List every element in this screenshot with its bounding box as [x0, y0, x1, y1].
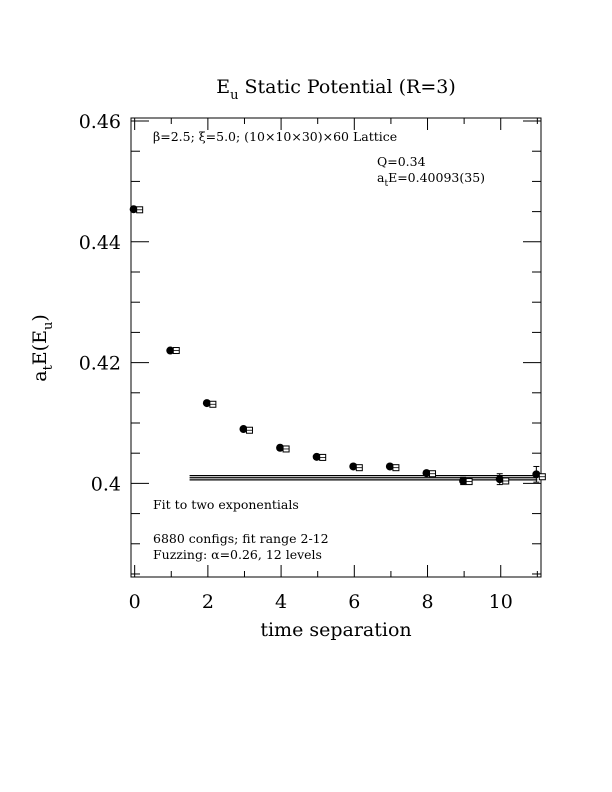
- x-tick-label: 6: [348, 591, 360, 613]
- data-point-circle: [312, 452, 321, 461]
- axis-ticks: [131, 118, 541, 577]
- y-tick-label: 0.4: [91, 473, 121, 495]
- y-tick-label: 0.46: [79, 111, 121, 133]
- data-point-circle: [166, 346, 175, 355]
- data-point-circle: [385, 462, 394, 471]
- data-point-circle: [459, 476, 468, 485]
- chart-title: Eu Static Potential (R=3): [216, 76, 456, 103]
- plot-frame: [130, 117, 542, 578]
- data-point-circle: [276, 443, 285, 452]
- data-point-circle: [495, 475, 504, 484]
- data-point-circle: [422, 469, 431, 478]
- x-tick-label: 0: [129, 591, 141, 613]
- x-axis-label: time separation: [260, 619, 411, 641]
- data-point-circle: [129, 205, 138, 214]
- chart-title-subscript: u: [230, 88, 238, 103]
- energy-annotation: atE=0.40093(35): [377, 170, 485, 189]
- data-points: [129, 205, 546, 486]
- lattice-annotation: β=2.5; ξ=5.0; (10×10×30)×60 Lattice: [153, 129, 397, 144]
- y-tick-label: 0.42: [79, 353, 121, 375]
- x-tick-label: 2: [202, 591, 214, 613]
- x-tick-label: 8: [421, 591, 433, 613]
- q-annotation: Q=0.34: [377, 154, 426, 169]
- y-axis-label: atE(Eu): [29, 314, 56, 382]
- axis-tick-labels: 0 2 4 6 8 10 0.4 0.42 0.44 0.46: [79, 111, 513, 613]
- data-point-circle: [239, 425, 248, 434]
- configs-annotation: 6880 configs; fit range 2-12: [153, 531, 329, 546]
- y-tick-label: 0.44: [79, 232, 121, 254]
- fit-label: Fit to two exponentials: [153, 497, 299, 512]
- data-point-circle: [532, 470, 541, 479]
- x-tick-label: 4: [275, 591, 287, 613]
- data-point-circle: [349, 462, 358, 471]
- x-tick-label: 10: [489, 591, 513, 613]
- fit-band: [189, 475, 538, 481]
- data-point-circle: [202, 399, 211, 408]
- fuzzing-annotation: Fuzzing: α=0.26, 12 levels: [153, 547, 322, 562]
